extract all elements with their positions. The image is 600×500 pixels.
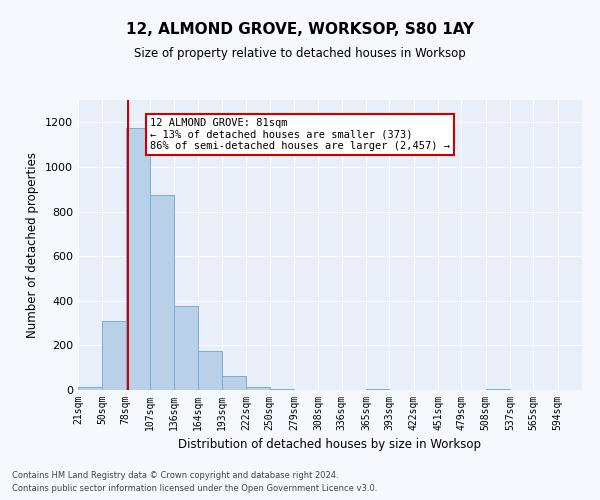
Bar — [78, 386, 102, 390]
Text: Contains HM Land Registry data © Crown copyright and database right 2024.: Contains HM Land Registry data © Crown c… — [12, 470, 338, 480]
Bar — [270, 389, 294, 390]
Text: Size of property relative to detached houses in Worksop: Size of property relative to detached ho… — [134, 48, 466, 60]
Bar — [198, 351, 222, 390]
Bar — [222, 376, 246, 390]
Bar — [175, 306, 197, 390]
X-axis label: Distribution of detached houses by size in Worksop: Distribution of detached houses by size … — [179, 438, 482, 452]
Bar — [366, 389, 389, 390]
Bar — [150, 195, 174, 390]
Text: 12, ALMOND GROVE, WORKSOP, S80 1AY: 12, ALMOND GROVE, WORKSOP, S80 1AY — [126, 22, 474, 38]
Y-axis label: Number of detached properties: Number of detached properties — [26, 152, 40, 338]
Bar — [486, 389, 510, 390]
Text: 12 ALMOND GROVE: 81sqm
← 13% of detached houses are smaller (373)
86% of semi-de: 12 ALMOND GROVE: 81sqm ← 13% of detached… — [150, 118, 450, 151]
Bar — [126, 128, 150, 390]
Bar — [247, 386, 269, 390]
Bar — [103, 321, 125, 390]
Text: Contains public sector information licensed under the Open Government Licence v3: Contains public sector information licen… — [12, 484, 377, 493]
